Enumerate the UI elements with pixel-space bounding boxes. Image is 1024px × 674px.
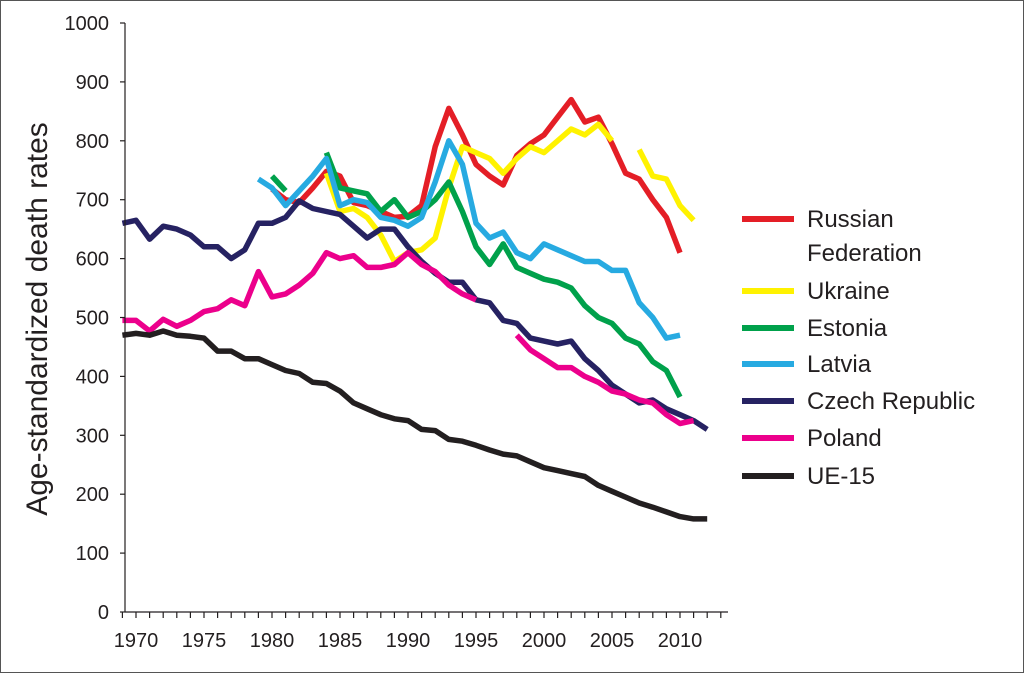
- y-tick-label: 200: [76, 484, 109, 506]
- y-axis-title: Age-standardized death rates: [21, 122, 54, 516]
- x-tick-label: 1990: [386, 630, 431, 652]
- y-axis-ticks: 0 100 200 300 400 500 600 700 800 900 1000: [65, 13, 125, 624]
- y-tick-label: 100: [76, 543, 109, 565]
- series-line-ue-15: [122, 328, 708, 522]
- series-line-czech-republic: [121, 198, 709, 432]
- legend-label-estonia: Estonia: [807, 315, 888, 342]
- legend-label-russian-federation: Russian Federation: [807, 206, 922, 267]
- x-tick-label: 1985: [318, 630, 363, 652]
- series-line-estonia: [269, 174, 288, 193]
- y-tick-label: 500: [76, 308, 109, 330]
- series-line-poland: [122, 249, 478, 334]
- x-tick-label: 1980: [250, 630, 295, 652]
- x-axis-ticks: 1970 1975 1980 1985 1990 1995 2000 2005 2010: [114, 612, 722, 652]
- x-tick-label: 2010: [658, 630, 703, 652]
- x-tick-label: 2005: [590, 630, 635, 652]
- y-tick-label: 0: [98, 602, 109, 624]
- legend: Russian Federation Ukraine Estonia Latvia Cze…: [742, 206, 975, 490]
- y-tick-label: 900: [76, 72, 109, 94]
- y-tick-label: 800: [76, 131, 109, 153]
- legend-label-ukraine: Ukraine: [807, 278, 890, 305]
- y-tick-label: 1000: [65, 13, 110, 35]
- x-tick-label: 2000: [522, 630, 567, 652]
- y-tick-label: 400: [76, 366, 109, 388]
- series-line-poland: [514, 333, 695, 427]
- y-tick-label: 300: [76, 425, 109, 447]
- legend-label-czech-republic: Czech Republic: [807, 388, 975, 415]
- legend-label-poland: Poland: [807, 425, 882, 452]
- legend-label-ue-15: UE-15: [807, 463, 875, 490]
- series-line-estonia: [323, 151, 683, 399]
- series-line-latvia: [256, 138, 681, 341]
- y-tick-label: 700: [76, 190, 109, 212]
- legend-label-latvia: Latvia: [807, 351, 872, 378]
- x-tick-label: 1975: [182, 630, 227, 652]
- x-tick-label: 1970: [114, 630, 159, 652]
- plot-lines: [121, 96, 709, 522]
- series-line-ukraine: [323, 121, 615, 265]
- series-line-russian-federation: [270, 96, 683, 254]
- series-line-ukraine: [636, 148, 696, 223]
- x-tick-label: 1995: [454, 630, 499, 652]
- y-tick-label: 600: [76, 249, 109, 271]
